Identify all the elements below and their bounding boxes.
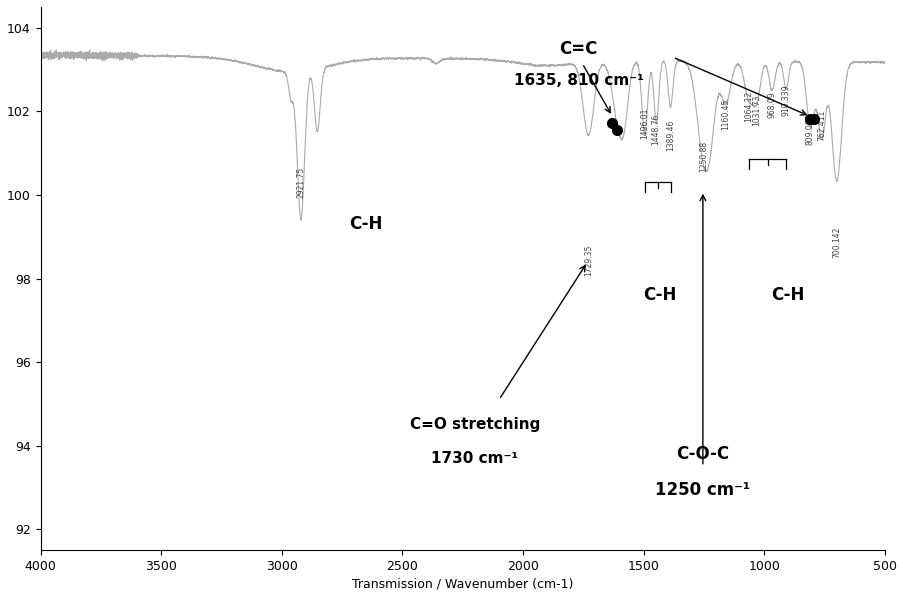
- X-axis label: Transmission / Wavenumber (cm-1): Transmission / Wavenumber (cm-1): [352, 577, 573, 590]
- Text: C-O-C: C-O-C: [675, 445, 729, 463]
- Text: 1729.35: 1729.35: [583, 245, 592, 276]
- Text: 1031.73: 1031.73: [751, 95, 760, 126]
- Text: 762.411: 762.411: [816, 109, 825, 141]
- Text: 910.339: 910.339: [781, 85, 789, 116]
- Text: C=C: C=C: [559, 40, 597, 58]
- Text: C-H: C-H: [349, 216, 383, 233]
- Text: 1496.01: 1496.01: [639, 107, 648, 139]
- Text: 1635, 810 cm⁻¹: 1635, 810 cm⁻¹: [513, 73, 643, 88]
- Text: 1250.88: 1250.88: [699, 141, 708, 172]
- Text: 968.09: 968.09: [767, 91, 776, 118]
- Text: C=O stretching: C=O stretching: [409, 417, 539, 432]
- Text: 1250 cm⁻¹: 1250 cm⁻¹: [655, 481, 749, 498]
- Text: 1730 cm⁻¹: 1730 cm⁻¹: [431, 451, 517, 466]
- Text: 809.009: 809.009: [805, 113, 815, 145]
- Text: 1389.46: 1389.46: [666, 120, 675, 151]
- Text: 1160.45: 1160.45: [721, 99, 730, 130]
- Text: 1064.12: 1064.12: [743, 91, 752, 122]
- Text: 1448.76: 1448.76: [651, 113, 660, 145]
- Text: 2921.75: 2921.75: [296, 167, 305, 198]
- Text: C-H: C-H: [642, 287, 675, 304]
- Text: 700.142: 700.142: [832, 226, 841, 258]
- Text: C-H: C-H: [769, 287, 803, 304]
